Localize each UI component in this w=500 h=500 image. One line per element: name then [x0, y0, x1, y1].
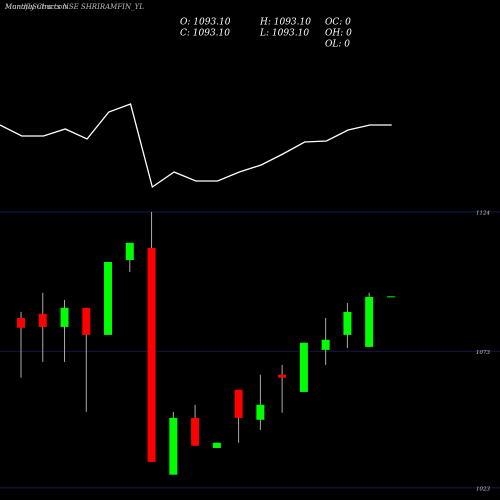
candle-body [299, 342, 308, 392]
ohlc-info: C: 1093.10 [180, 29, 230, 39]
ohlc-info: H: 1093.10 [259, 18, 311, 28]
chart-title: Monthly Charts NSE SHRIRAMFIN_YL [4, 3, 144, 11]
candle-body [212, 442, 221, 448]
candle-body [60, 307, 69, 327]
candle-body [386, 296, 395, 298]
y-tick-label: 1124 [476, 210, 490, 216]
candle-body [278, 374, 287, 378]
candle-body [256, 404, 265, 420]
ohlc-info: O: 1093.10 [180, 18, 231, 28]
y-tick-label: 1023 [476, 486, 490, 492]
candle-body [125, 242, 134, 261]
candle-body [191, 417, 200, 446]
candle-body [82, 307, 91, 335]
y-tick-label: 1073 [476, 350, 490, 356]
candle-body [104, 261, 113, 335]
watermark: MunafaSutra.com [4, 3, 69, 11]
candle-body [169, 417, 178, 475]
candle-body [343, 311, 352, 335]
ohlc-info: OL: 0 [325, 40, 350, 50]
candle-body [38, 313, 47, 327]
price-line [0, 103, 392, 189]
candle-body [17, 317, 25, 328]
candle-body [234, 389, 243, 418]
ohlc-info: OC: 0 [325, 18, 351, 28]
candle-body [321, 339, 330, 350]
ohlc-info: OH: 0 [325, 29, 352, 39]
ohlc-info: L: 1093.10 [259, 29, 309, 39]
candle-body [147, 248, 156, 462]
candle-body [365, 296, 374, 347]
